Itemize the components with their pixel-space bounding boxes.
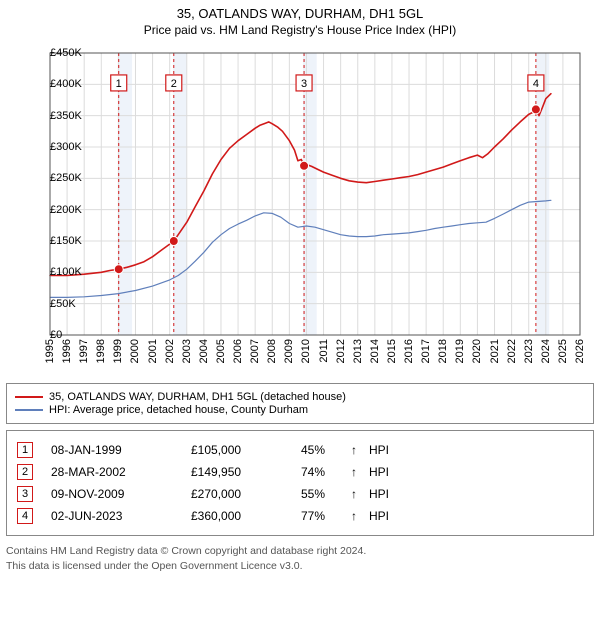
sale-pct: 77% xyxy=(301,509,351,523)
sale-hpi-label: HPI xyxy=(369,443,389,457)
legend-swatch xyxy=(15,409,43,411)
xtick-label: 1997 xyxy=(78,339,90,363)
xtick-label: 2014 xyxy=(369,339,381,363)
arrow-up-icon: ↑ xyxy=(351,509,369,523)
xtick-label: 2026 xyxy=(574,339,586,363)
sale-price: £105,000 xyxy=(191,443,301,457)
sale-price: £149,950 xyxy=(191,465,301,479)
xtick-label: 1996 xyxy=(61,339,73,363)
svg-text:3: 3 xyxy=(301,78,307,90)
sale-price: £270,000 xyxy=(191,487,301,501)
svg-text:2: 2 xyxy=(171,78,177,90)
xtick-label: 2011 xyxy=(318,339,330,363)
xtick-label: 2005 xyxy=(215,339,227,363)
xtick-label: 2024 xyxy=(540,339,552,363)
sale-hpi-label: HPI xyxy=(369,509,389,523)
sale-pct: 74% xyxy=(301,465,351,479)
xtick-label: 2025 xyxy=(557,339,569,363)
chart-title: 35, OATLANDS WAY, DURHAM, DH1 5GL xyxy=(6,6,594,21)
sales-table: 108-JAN-1999£105,00045%↑HPI228-MAR-2002£… xyxy=(6,430,594,536)
sale-price: £360,000 xyxy=(191,509,301,523)
xtick-label: 2010 xyxy=(300,339,312,363)
xtick-label: 2013 xyxy=(352,339,364,363)
xtick-label: 1998 xyxy=(95,339,107,363)
xtick-label: 1999 xyxy=(112,339,124,363)
sale-row: 3 09-NOV-2009£270,00055%↑HPI xyxy=(17,483,583,505)
sale-date: 02-JUN-2023 xyxy=(51,509,191,523)
sale-date: 08-JAN-1999 xyxy=(51,443,191,457)
legend: 35, OATLANDS WAY, DURHAM, DH1 5GL (detac… xyxy=(6,383,594,424)
footer-line-1: Contains HM Land Registry data © Crown c… xyxy=(6,544,594,559)
xtick-label: 2008 xyxy=(266,339,278,363)
sale-marker: 4 xyxy=(17,508,33,524)
legend-item: HPI: Average price, detached house, Coun… xyxy=(15,404,585,416)
sale-marker: 3 xyxy=(17,486,33,502)
chart-subtitle: Price paid vs. HM Land Registry's House … xyxy=(6,23,594,37)
footer-line-2: This data is licensed under the Open Gov… xyxy=(6,559,594,574)
sale-pct: 45% xyxy=(301,443,351,457)
xtick-label: 2006 xyxy=(232,339,244,363)
sale-row: 1 08-JAN-1999£105,00045%↑HPI xyxy=(17,439,583,461)
xtick-label: 2020 xyxy=(471,339,483,363)
svg-text:4: 4 xyxy=(533,78,539,90)
xtick-label: 2015 xyxy=(386,339,398,363)
sale-row: 4 02-JUN-2023£360,00077%↑HPI xyxy=(17,505,583,527)
xtick-label: 2018 xyxy=(437,339,449,363)
xtick-label: 2000 xyxy=(129,339,141,363)
arrow-up-icon: ↑ xyxy=(351,465,369,479)
sale-marker: 2 xyxy=(17,464,33,480)
xtick-label: 2016 xyxy=(403,339,415,363)
svg-text:1: 1 xyxy=(116,78,122,90)
xtick-label: 2003 xyxy=(181,339,193,363)
arrow-up-icon: ↑ xyxy=(351,443,369,457)
footer-note: Contains HM Land Registry data © Crown c… xyxy=(6,544,594,573)
sale-pct: 55% xyxy=(301,487,351,501)
xtick-label: 2021 xyxy=(489,339,501,363)
xtick-label: 2023 xyxy=(523,339,535,363)
legend-item: 35, OATLANDS WAY, DURHAM, DH1 5GL (detac… xyxy=(15,391,585,403)
xtick-label: 2019 xyxy=(454,339,466,363)
sale-hpi-label: HPI xyxy=(369,465,389,479)
legend-swatch xyxy=(15,396,43,398)
xtick-label: 2012 xyxy=(335,339,347,363)
xtick-label: 2009 xyxy=(283,339,295,363)
chart-svg: 1 2 3 4 xyxy=(6,43,594,373)
legend-label: 35, OATLANDS WAY, DURHAM, DH1 5GL (detac… xyxy=(49,391,346,403)
legend-label: HPI: Average price, detached house, Coun… xyxy=(49,404,308,416)
xtick-label: 2001 xyxy=(147,339,159,363)
sale-date: 09-NOV-2009 xyxy=(51,487,191,501)
sale-date: 28-MAR-2002 xyxy=(51,465,191,479)
sale-marker: 1 xyxy=(17,442,33,458)
xtick-label: 2004 xyxy=(198,339,210,363)
xtick-label: 2002 xyxy=(164,339,176,363)
sale-hpi-label: HPI xyxy=(369,487,389,501)
sale-row: 2 28-MAR-2002£149,95074%↑HPI xyxy=(17,461,583,483)
arrow-up-icon: ↑ xyxy=(351,487,369,501)
xtick-label: 1995 xyxy=(44,339,56,363)
xtick-label: 2017 xyxy=(420,339,432,363)
chart-container: 1234£0£50K£100K£150K£200K£250K£300K£350K… xyxy=(6,43,594,373)
xtick-label: 2022 xyxy=(506,339,518,363)
xtick-label: 2007 xyxy=(249,339,261,363)
